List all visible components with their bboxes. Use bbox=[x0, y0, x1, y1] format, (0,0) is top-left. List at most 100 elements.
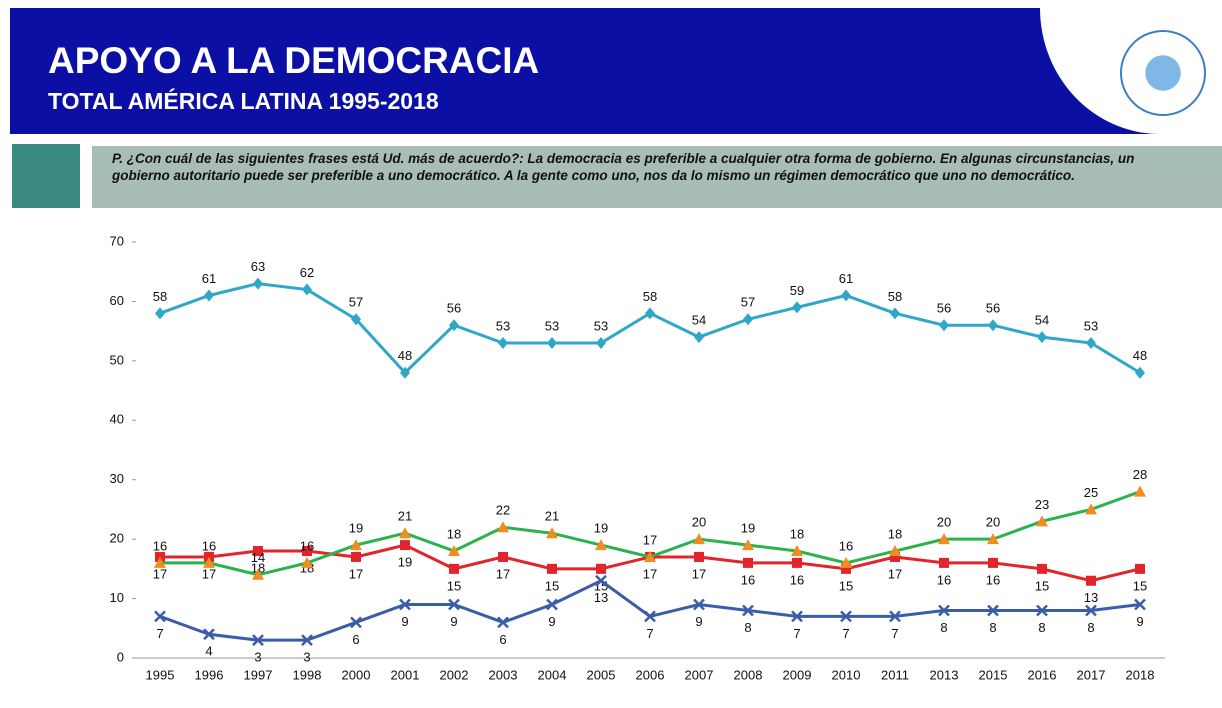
marker bbox=[792, 558, 802, 568]
data-label: 56 bbox=[937, 301, 951, 316]
x-tick-label: 2004 bbox=[538, 667, 567, 682]
data-label: 18 bbox=[790, 526, 804, 541]
marker bbox=[547, 337, 557, 349]
data-label: 54 bbox=[692, 313, 706, 328]
marker bbox=[400, 540, 410, 550]
data-label: 19 bbox=[398, 555, 412, 570]
data-label: 8 bbox=[1087, 620, 1094, 635]
x-tick-label: 2016 bbox=[1028, 667, 1057, 682]
data-label: 3 bbox=[254, 650, 261, 665]
x-tick-label: 2010 bbox=[832, 667, 861, 682]
data-label: 56 bbox=[447, 301, 461, 316]
data-label: 48 bbox=[1133, 348, 1147, 363]
data-label: 20 bbox=[986, 515, 1000, 530]
x-tick-label: 2001 bbox=[391, 667, 420, 682]
data-label: 19 bbox=[594, 521, 608, 536]
data-label: 56 bbox=[986, 301, 1000, 316]
x-tick-label: 2017 bbox=[1077, 667, 1106, 682]
data-label: 9 bbox=[450, 614, 457, 629]
data-label: 48 bbox=[398, 348, 412, 363]
x-tick-label: 2011 bbox=[881, 667, 909, 682]
data-label: 61 bbox=[839, 271, 853, 286]
marker bbox=[449, 564, 459, 574]
data-label: 15 bbox=[447, 578, 461, 593]
marker bbox=[890, 307, 900, 319]
data-label: 6 bbox=[499, 632, 506, 647]
data-label: 4 bbox=[205, 644, 212, 659]
data-label: 17 bbox=[888, 566, 902, 581]
y-tick-label: 40 bbox=[110, 412, 124, 427]
marker bbox=[841, 289, 851, 301]
y-tick-label: 70 bbox=[110, 233, 124, 248]
data-label: 15 bbox=[545, 578, 559, 593]
marker bbox=[1134, 486, 1146, 497]
data-label: 53 bbox=[545, 318, 559, 333]
data-label: 13 bbox=[1084, 590, 1098, 605]
x-tick-label: 2009 bbox=[783, 667, 812, 682]
data-label: 53 bbox=[594, 318, 608, 333]
marker bbox=[792, 301, 802, 313]
data-label: 14 bbox=[251, 550, 265, 565]
data-label: 58 bbox=[888, 289, 902, 304]
data-label: 18 bbox=[888, 526, 902, 541]
marker bbox=[596, 564, 606, 574]
data-label: 57 bbox=[741, 295, 755, 310]
marker bbox=[547, 564, 557, 574]
data-label: 19 bbox=[741, 521, 755, 536]
data-label: 17 bbox=[496, 566, 510, 581]
marker bbox=[1037, 331, 1047, 343]
data-label: 25 bbox=[1084, 485, 1098, 500]
data-label: 57 bbox=[349, 295, 363, 310]
data-label: 23 bbox=[1035, 497, 1049, 512]
data-label: 3 bbox=[303, 650, 310, 665]
marker bbox=[204, 289, 214, 301]
marker bbox=[596, 337, 606, 349]
x-tick-label: 2008 bbox=[734, 667, 763, 682]
data-label: 17 bbox=[202, 566, 216, 581]
x-tick-label: 1996 bbox=[195, 667, 224, 682]
data-label: 8 bbox=[940, 620, 947, 635]
data-label: 9 bbox=[401, 614, 408, 629]
data-label: 7 bbox=[891, 626, 898, 641]
marker bbox=[645, 307, 655, 319]
x-tick-label: 2018 bbox=[1126, 667, 1155, 682]
marker bbox=[498, 337, 508, 349]
chart: 0102030405060701995199619971998200020012… bbox=[0, 0, 1222, 708]
data-label: 16 bbox=[741, 572, 755, 587]
x-tick-label: 1997 bbox=[244, 667, 273, 682]
data-label: 59 bbox=[790, 283, 804, 298]
marker bbox=[1086, 576, 1096, 586]
x-tick-label: 2007 bbox=[685, 667, 714, 682]
x-tick-label: 1995 bbox=[146, 667, 175, 682]
data-label: 9 bbox=[1136, 614, 1143, 629]
marker bbox=[694, 331, 704, 343]
data-label: 8 bbox=[744, 620, 751, 635]
x-tick-label: 2002 bbox=[440, 667, 469, 682]
data-label: 22 bbox=[496, 503, 510, 518]
data-label: 7 bbox=[156, 626, 163, 641]
data-label: 17 bbox=[643, 532, 657, 547]
marker bbox=[988, 319, 998, 331]
marker bbox=[1135, 367, 1145, 379]
marker bbox=[1037, 564, 1047, 574]
data-label: 13 bbox=[594, 590, 608, 605]
x-tick-label: 2003 bbox=[489, 667, 518, 682]
data-label: 58 bbox=[643, 289, 657, 304]
data-label: 53 bbox=[1084, 318, 1098, 333]
data-label: 7 bbox=[646, 626, 653, 641]
marker bbox=[1135, 564, 1145, 574]
marker bbox=[253, 278, 263, 290]
x-tick-label: 1998 bbox=[293, 667, 322, 682]
data-label: 17 bbox=[692, 566, 706, 581]
data-label: 53 bbox=[496, 318, 510, 333]
data-label: 58 bbox=[153, 289, 167, 304]
marker bbox=[939, 558, 949, 568]
data-label: 8 bbox=[989, 620, 996, 635]
marker bbox=[694, 552, 704, 562]
data-label: 9 bbox=[548, 614, 555, 629]
data-label: 17 bbox=[349, 566, 363, 581]
marker bbox=[155, 307, 165, 319]
y-tick-label: 50 bbox=[110, 352, 124, 367]
marker bbox=[498, 552, 508, 562]
data-label: 18 bbox=[447, 526, 461, 541]
